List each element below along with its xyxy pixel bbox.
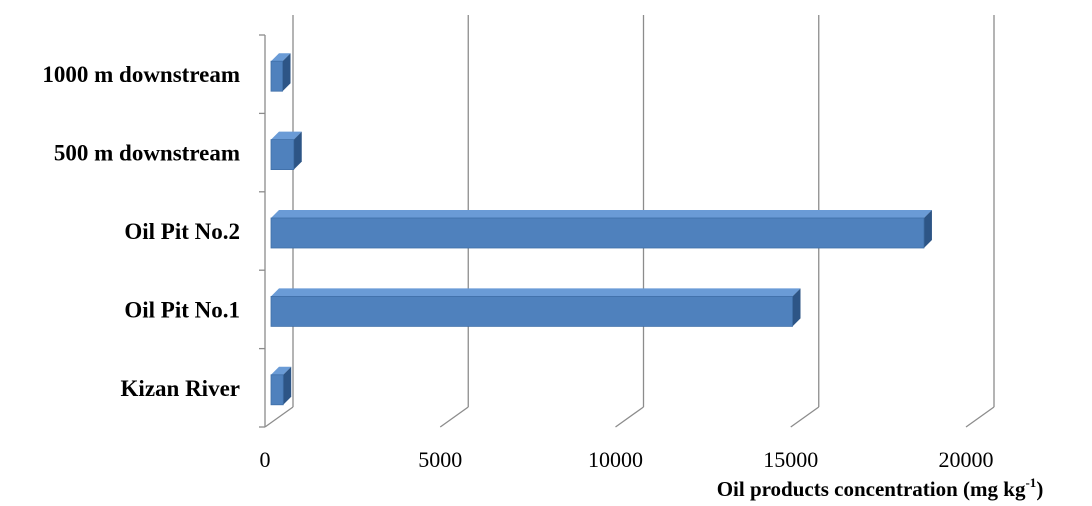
category-label: Oil Pit No.1 [124,297,240,322]
x-tick-label: 10000 [588,447,643,472]
x-tick-labels: 0 5000 10000 15000 20000 [260,447,994,472]
gridline-floor [965,406,995,428]
bar [270,295,793,327]
x-tick-label: 15000 [763,447,818,472]
bar [270,60,283,92]
category-label: 500 m downstream [54,141,240,166]
bar-side-face [792,288,801,327]
bar-side-face [283,366,292,405]
bar-top-face [271,288,801,297]
category-axis [259,34,266,428]
bar-side-face [293,131,302,170]
gridline-floor [790,406,820,428]
bar-side-face [282,53,291,92]
category-label: Kizan River [121,376,240,401]
x-axis-title: Oil products concentration (mg kg-1) [717,475,1044,501]
x-tick-label: 20000 [939,447,994,472]
bar-top-face [271,366,292,375]
bar-side-face [923,210,932,248]
bar-top-face [271,210,932,218]
category-labels: Kizan River Oil Pit No.1 Oil Pit No.2 500 m… [42,62,240,401]
bars [270,53,932,406]
bar-top-face [271,131,302,140]
category-label: Oil Pit No.2 [124,219,240,244]
bar [270,374,284,406]
category-label: 1000 m downstream [42,62,240,87]
bar [270,217,925,249]
bar-top-face [271,53,291,62]
gridline-floor [615,406,644,428]
bar [270,139,295,171]
x-tick-label: 5000 [418,447,462,472]
gridline-floor [264,406,294,428]
gridline-floor [439,406,469,428]
x-tick-label: 0 [260,447,271,472]
